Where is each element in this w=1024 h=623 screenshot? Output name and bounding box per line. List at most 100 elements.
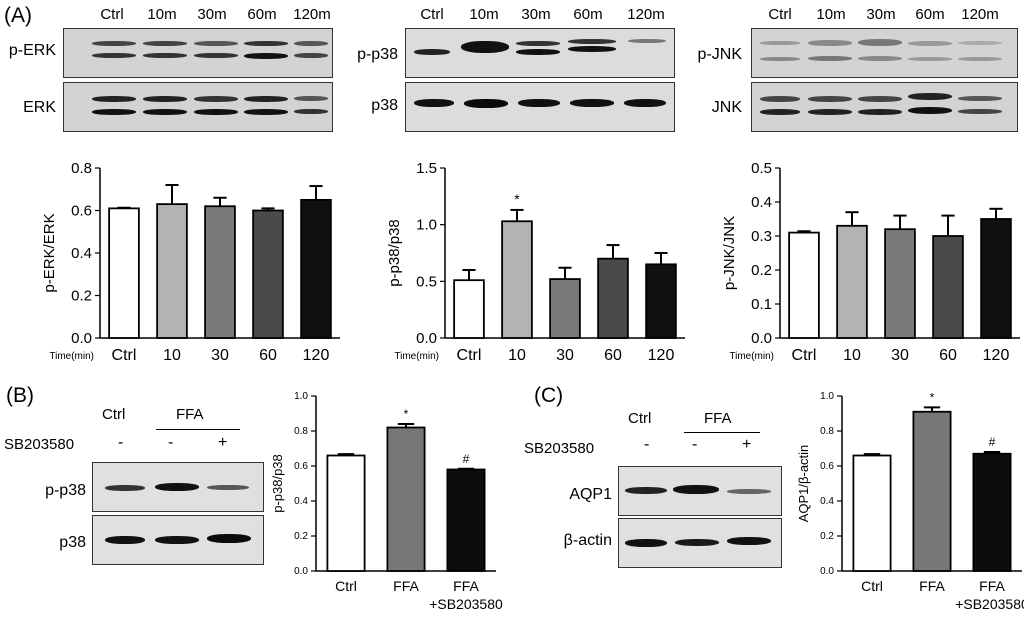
y-tick-label: 0.6	[820, 461, 834, 472]
bar-2	[549, 278, 581, 339]
blot-image-p-jnk	[751, 28, 1018, 78]
y-axis-label: p-ERK/ERK	[41, 213, 58, 292]
x-tick-label: FFA	[393, 578, 419, 594]
bar-2	[972, 452, 1012, 572]
y-tick-label: 0.0	[416, 330, 437, 347]
y-tick-label: 0.8	[71, 160, 92, 177]
x-tick-label: 60	[604, 347, 622, 364]
y-tick-label: 1.5	[416, 160, 437, 177]
y-tick-label: 0.4	[820, 496, 834, 507]
significance-mark: *	[930, 390, 935, 404]
x-tick-label: 60	[259, 347, 277, 364]
bar-4	[645, 263, 677, 339]
lane-label-ctrl: Ctrl	[100, 6, 124, 23]
blot-image-jnk	[751, 82, 1018, 132]
y-tick-label: 0.4	[71, 245, 92, 262]
bar-1	[912, 410, 952, 572]
bar-3	[252, 209, 284, 339]
row-label-p38: p38	[371, 97, 398, 114]
y-tick-label: 0.4	[751, 194, 772, 211]
bar-0	[852, 454, 892, 572]
x-tick-label: 120	[303, 347, 330, 364]
y-tick-label: 0.4	[294, 496, 308, 507]
x-tick-label: Ctrl	[792, 347, 817, 364]
lane-label-ffa: FFA	[704, 410, 732, 427]
inhibitor-mark-3: +	[218, 434, 228, 451]
chart-p-erk: 0.0 0.2 0.4 0.6 0.8 p-ERK/ERK Time(min) Ctrl 10 3…	[0, 150, 345, 377]
x-axis-prefix-label: Time(min)	[49, 351, 94, 362]
x-tick-label: FFA	[919, 578, 945, 594]
lane-label-30m: 30m	[197, 6, 227, 23]
x-axis-prefix-label: Time(min)	[394, 351, 439, 362]
y-tick-label: 1.0	[416, 217, 437, 234]
lane-label-ctrl: Ctrl	[102, 406, 126, 423]
x-tick-label: 60	[939, 347, 957, 364]
row-label-p-erk: p-ERK	[8, 42, 56, 59]
chart-b-p-p38: 0.0 0.2 0.4 0.6 0.8 1.0 p-p38/p38 Ctrl * FFA # FFA +…	[270, 384, 510, 623]
ffa-bracket-line	[684, 432, 760, 433]
significance-mark: *	[404, 407, 409, 421]
lane-label-30m: 30m	[866, 6, 896, 23]
y-tick-label: 0.0	[71, 330, 92, 347]
row-label-erk: ERK	[23, 99, 56, 116]
blot-image-p-p38	[405, 28, 675, 78]
lane-label-10m: 10m	[469, 6, 499, 23]
blot-image-p38	[405, 82, 675, 132]
bar-1	[501, 220, 533, 339]
row-label-p-p38: p-p38	[357, 46, 398, 63]
bar-1	[836, 224, 868, 339]
bar-0	[453, 279, 485, 339]
bar-2	[446, 468, 486, 572]
y-tick-label: 0.5	[416, 273, 437, 290]
lane-label-120m: 120m	[627, 6, 665, 23]
x-tick-label: 30	[891, 347, 909, 364]
x-tick-label: Ctrl	[112, 347, 137, 364]
blot-image-b-p38	[92, 515, 264, 565]
bar-1	[386, 426, 426, 572]
x-tick-label: 10	[843, 347, 861, 364]
panel-label-c: (C)	[534, 384, 564, 407]
y-tick-label: 1.0	[294, 391, 308, 402]
x-tick-label: Ctrl	[457, 347, 482, 364]
y-tick-label: 0.1	[751, 296, 772, 313]
chart-p-jnk: 0.0 0.1 0.2 0.3 0.4 0.5 p-JNK/JNK Time(min) Ctrl…	[680, 150, 1024, 377]
lane-label-120m: 120m	[293, 6, 331, 23]
inhibitor-mark-2: -	[168, 434, 174, 451]
x-tick-label: 10	[508, 347, 526, 364]
lane-label-ctrl: Ctrl	[420, 6, 444, 23]
inhibitor-mark-2: -	[692, 436, 698, 453]
y-tick-label: 0.8	[820, 426, 834, 437]
lane-label-60m: 60m	[247, 6, 277, 23]
x-tick-sublabel: +SB203580	[429, 596, 503, 612]
x-tick-label: 120	[648, 347, 675, 364]
x-tick-label: FFA	[979, 578, 1005, 594]
ffa-bracket-line	[156, 429, 240, 430]
y-tick-label: 0.6	[294, 461, 308, 472]
chart-c-aqp1: 0.0 0.2 0.4 0.6 0.8 1.0 AQP1/β-actin Ctrl * FFA # F…	[790, 384, 1024, 623]
y-tick-label: 1.0	[820, 391, 834, 402]
lane-label-30m: 30m	[521, 6, 551, 23]
row-label-aqp1: AQP1	[569, 486, 612, 503]
blot-image-b-p-p38	[92, 462, 264, 512]
bar-0	[788, 231, 820, 339]
y-tick-label: 0.8	[294, 426, 308, 437]
y-tick-label: 0.0	[751, 330, 772, 347]
y-axis-label: p-JNK/JNK	[721, 216, 738, 290]
y-tick-label: 0.2	[751, 262, 772, 279]
y-tick-label: 0.2	[820, 531, 834, 542]
bar-2	[884, 228, 916, 339]
x-tick-label: 30	[556, 347, 574, 364]
y-tick-label: 0.5	[751, 160, 772, 177]
blot-image-erk	[63, 82, 333, 132]
x-tick-label: 10	[163, 347, 181, 364]
row-label-p-p38: p-p38	[45, 482, 86, 499]
x-tick-sublabel: +SB203580	[955, 596, 1024, 612]
y-tick-label: 0.0	[294, 566, 308, 577]
inhibitor-mark-1: -	[118, 434, 124, 451]
lane-label-ctrl: Ctrl	[628, 410, 652, 427]
bar-1	[156, 203, 188, 339]
x-tick-label: 30	[211, 347, 229, 364]
blot-image-aqp1	[618, 466, 782, 516]
x-tick-label: FFA	[453, 578, 479, 594]
row-label-beta-actin: β-actin	[563, 532, 612, 549]
